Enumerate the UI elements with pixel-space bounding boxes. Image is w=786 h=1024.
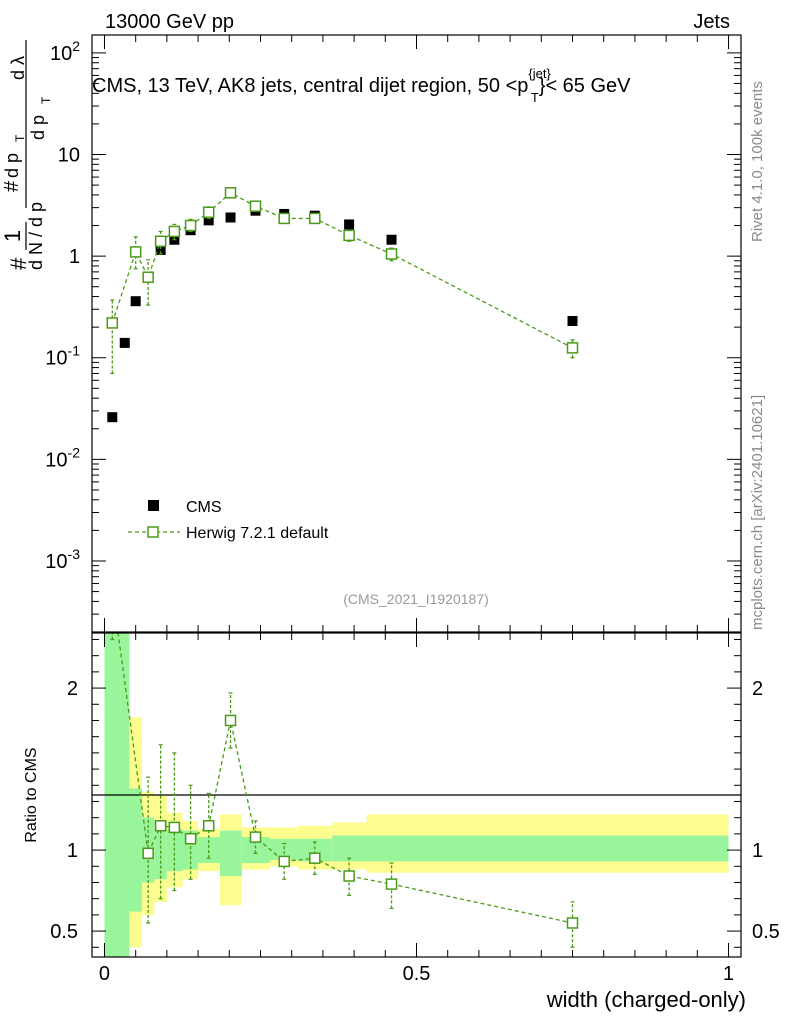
herwig-ratio-point	[343, 870, 355, 882]
legend: CMS Herwig 7.2.1 default	[128, 499, 329, 542]
plot-title: CMS, 13 TeV, AK8 jets, central dijet reg…	[92, 66, 631, 105]
herwig-point	[309, 212, 321, 225]
cms-data-point	[155, 244, 166, 255]
uncertainty-band-inner	[129, 788, 142, 912]
svg-text:d λ: d λ	[8, 56, 28, 80]
herwig-point	[224, 187, 237, 199]
cms-data-point	[203, 215, 214, 226]
herwig-point	[184, 219, 197, 232]
legend-data-marker	[148, 500, 159, 511]
cms-data-point	[130, 296, 141, 307]
uncertainty-band-inner	[198, 837, 220, 864]
main-frame	[91, 34, 742, 633]
ratio-y-tick-label: 0.5	[50, 921, 78, 943]
uncertainty-band-inner	[154, 820, 167, 880]
herwig-ratio-point	[168, 821, 181, 834]
cms-data-point	[344, 219, 355, 230]
svg-text:T: T	[13, 134, 27, 142]
ratio-y-axis: 0.5 0.5 1 1 2 2	[50, 638, 780, 948]
ratio-y-tick-label-right: 2	[752, 678, 763, 700]
main-series	[106, 187, 579, 423]
right-title: Jets	[693, 11, 730, 33]
herwig-point	[106, 317, 119, 329]
x-axis-label: width (charged-only)	[546, 987, 746, 1012]
herwig-point	[278, 212, 290, 225]
y-tick-label: 10-3	[45, 546, 80, 573]
ratio-y-axis-label: Ratio to CMS	[23, 747, 40, 842]
x-tick-label: 1	[723, 963, 734, 985]
cms-data-point	[225, 212, 236, 223]
x-tick-label: 0	[99, 963, 110, 985]
rivet-label: Rivet 4.1.0, 100k events	[749, 81, 766, 242]
y-tick-label: 102	[50, 38, 80, 65]
svg-text:N: N	[0, 69, 4, 82]
herwig-ratio-point	[224, 714, 237, 727]
herwig-ratio-point	[154, 820, 167, 832]
svg-text:d p: d p	[28, 115, 48, 140]
herwig-ratio-point	[566, 917, 579, 929]
cms-data-point	[567, 315, 578, 326]
main-y-axis-label: # 1 d N / d p # d p T d 2 N d p T d λ	[0, 40, 53, 270]
svg-text:d: d	[0, 90, 4, 100]
legend-mc-marker	[147, 526, 159, 538]
cms-data-point	[386, 234, 397, 245]
herwig-ratio-point	[278, 855, 290, 868]
y-tick-label: 10	[58, 145, 80, 167]
x-tick-label: 0.5	[403, 963, 431, 985]
svg-text:1: 1	[0, 230, 25, 242]
herwig-ratio-point	[249, 831, 262, 843]
herwig-ratio-point	[142, 847, 154, 860]
ratio-y-tick-label: 2	[67, 678, 78, 700]
y-tick-label: 1	[69, 246, 80, 268]
herwig-ratio-point	[107, 586, 117, 596]
y-tick-label: 10-1	[45, 343, 80, 370]
y-tick-label: 10-2	[45, 444, 80, 471]
analysis-tag: (CMS_2021_I1920187)	[343, 591, 489, 607]
x-axis: 0 0.5 1	[99, 35, 734, 985]
herwig-point	[168, 225, 181, 238]
svg-text:d N / d p: d N / d p	[26, 202, 46, 270]
herwig-point	[129, 246, 142, 258]
ratio-y-tick-label-right: 1	[752, 840, 763, 862]
ratio-y-tick-label-right: 0.5	[752, 921, 780, 943]
legend-data-label: CMS	[186, 499, 222, 516]
cms-data-point	[119, 337, 130, 348]
ratio-series	[107, 586, 579, 948]
uncertainty-band-inner	[219, 830, 242, 876]
left-title: 13000 GeV pp	[105, 11, 234, 33]
herwig-point	[343, 229, 355, 242]
herwig-point	[142, 271, 154, 283]
svg-text:T: T	[39, 96, 53, 104]
herwig-ratio-point	[309, 852, 321, 864]
svg-text:#: #	[6, 257, 31, 270]
uncertainty-band-inner	[416, 835, 729, 862]
main-y-axis: 10-3 10-2 10-1 1 10 102	[45, 38, 741, 633]
ratio-y-tick-label: 1	[67, 840, 78, 862]
herwig-point	[202, 206, 215, 219]
herwig-point	[566, 342, 579, 354]
uncertainty-band-inner	[297, 838, 333, 862]
cms-data-point	[107, 412, 118, 423]
svg-text:d p: d p	[2, 153, 22, 178]
svg-text:#: #	[1, 180, 23, 192]
herwig-point	[154, 235, 167, 248]
herwig-point	[385, 248, 398, 260]
uncertainty-band-inner	[366, 835, 417, 862]
herwig-ratio-point	[202, 820, 215, 832]
herwig-ratio-point	[385, 878, 398, 890]
herwig-point	[249, 200, 262, 212]
legend-mc-label: Herwig 7.2.1 default	[186, 525, 329, 542]
uncertainty-band-inner	[332, 835, 367, 862]
mcplots-label: mcplots.cern.ch [arXiv:2401.10621]	[749, 395, 766, 630]
herwig-ratio-point	[184, 832, 197, 845]
herwig-line	[111, 192, 573, 349]
